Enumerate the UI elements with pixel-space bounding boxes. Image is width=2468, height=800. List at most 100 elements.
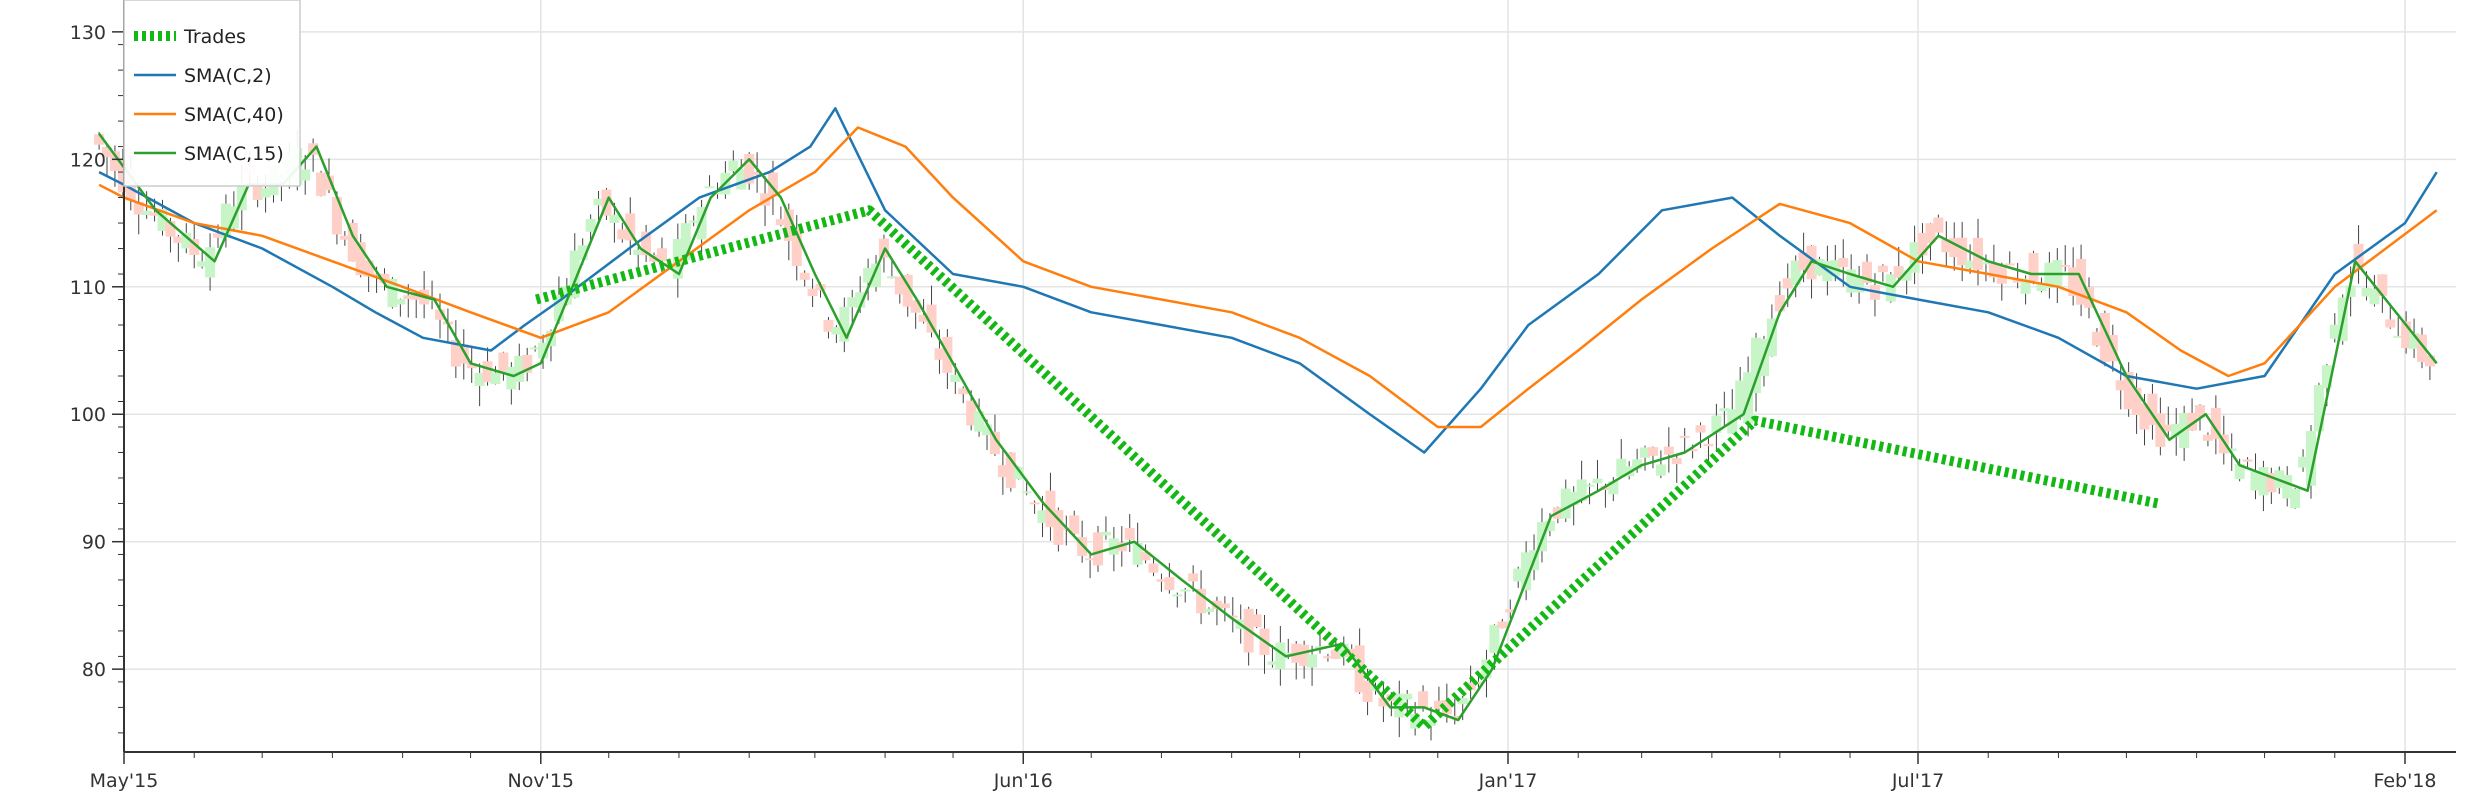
candle-down [1663, 446, 1674, 455]
candle-up [514, 355, 525, 383]
candle-up [2329, 324, 2340, 339]
candle-down [252, 182, 263, 200]
candle-up [1513, 568, 1524, 582]
candle-down [1362, 680, 1373, 703]
candle-down [331, 197, 342, 235]
candle-up [1655, 464, 1666, 476]
candle-down [1862, 261, 1873, 283]
candle-down [1973, 237, 1984, 270]
candle-up [1560, 488, 1571, 519]
legend-label: SMA(C,40) [184, 104, 284, 126]
candle-up [1885, 274, 1896, 302]
candle-down [2195, 405, 2206, 418]
candle-up [538, 342, 549, 359]
candle-down [767, 172, 778, 197]
legend-label: SMA(C,2) [184, 65, 272, 87]
candle-down [2163, 424, 2174, 432]
candle-up [577, 245, 588, 261]
candle-up [855, 292, 866, 308]
x-tick-label: Jan'17 [1478, 770, 1538, 792]
candle-up [1568, 491, 1579, 506]
series-line-sma-c-40- [98, 126, 2438, 429]
candle-up [2321, 365, 2332, 389]
candle-up [585, 219, 596, 232]
candle-up [593, 198, 604, 206]
y-tick-label: 80 [82, 659, 106, 681]
candle-down [94, 134, 105, 145]
candle-down [1124, 528, 1135, 540]
candle-down [2012, 280, 2023, 283]
candle-up [220, 203, 231, 239]
candle-up [395, 299, 406, 305]
candle-up [1909, 242, 1920, 273]
candle-up [2361, 287, 2372, 297]
candle-up [1521, 552, 1532, 591]
candle-up [1965, 260, 1976, 269]
legend: Trades SMA(C,2) SMA(C,40) SMA(C,15) [123, 0, 301, 187]
candle-down [1838, 258, 1849, 268]
candle-down [2123, 371, 2134, 410]
candle-up [1275, 642, 1286, 670]
candle-down [102, 147, 113, 158]
candle-down [1703, 443, 1714, 447]
candle-down [775, 219, 786, 226]
candle-down [641, 231, 652, 256]
candle-up [2393, 335, 2404, 338]
candle-up [1616, 458, 1627, 477]
candle-down [2210, 407, 2221, 439]
candle-down [1497, 621, 1508, 629]
candle-down [1647, 447, 1658, 456]
candle-down [1196, 588, 1207, 614]
candle-up [2258, 467, 2269, 496]
candle-down [2416, 334, 2427, 363]
candle-up [1489, 624, 1500, 653]
candle-down [323, 175, 334, 191]
candle-up [2226, 448, 2237, 451]
candle-up [2234, 464, 2245, 480]
candle-down [1941, 239, 1952, 253]
candle-down [902, 274, 913, 307]
candle-up [1576, 479, 1587, 501]
candle-up [1584, 484, 1595, 487]
candle-up [1901, 270, 1912, 281]
candle-down [133, 201, 144, 215]
candle-up [1790, 260, 1801, 286]
candle-down [2401, 321, 2412, 349]
candle-up [2036, 283, 2047, 292]
candle-down [918, 314, 929, 322]
candle-down [522, 354, 533, 373]
candle-down [1053, 510, 1064, 545]
candle-down [1045, 490, 1056, 528]
candle-down [966, 400, 977, 426]
x-tick-label: Jul'17 [1891, 770, 1944, 792]
candle-up [2305, 431, 2316, 486]
candle-up [2020, 278, 2031, 294]
candle-down [1679, 435, 1690, 438]
candle-down [1164, 577, 1175, 591]
candle-down [1893, 266, 1904, 278]
series-line-sma-c-15- [98, 133, 2438, 722]
candle-down [799, 272, 810, 280]
candle-up [1473, 681, 1484, 685]
candle-down [2068, 267, 2079, 296]
candle-down [2147, 393, 2158, 425]
candle-down [1069, 515, 1080, 534]
candle-up [2250, 471, 2261, 491]
candle-up [2044, 262, 2055, 289]
candle-down [2424, 355, 2435, 367]
candle-down [1116, 542, 1127, 552]
candle-down [1346, 648, 1357, 657]
candle-down [1251, 614, 1262, 627]
candle-down [371, 273, 382, 276]
candle-down [783, 209, 794, 241]
candle-down [466, 363, 477, 369]
candle-up [2171, 423, 2182, 437]
candle-down [2266, 472, 2277, 493]
candle-down [403, 295, 414, 300]
candle-down [213, 233, 224, 238]
candle-down [656, 248, 667, 262]
candle-down [1299, 644, 1310, 667]
candle-up [1608, 481, 1619, 495]
candle-up [260, 188, 271, 198]
